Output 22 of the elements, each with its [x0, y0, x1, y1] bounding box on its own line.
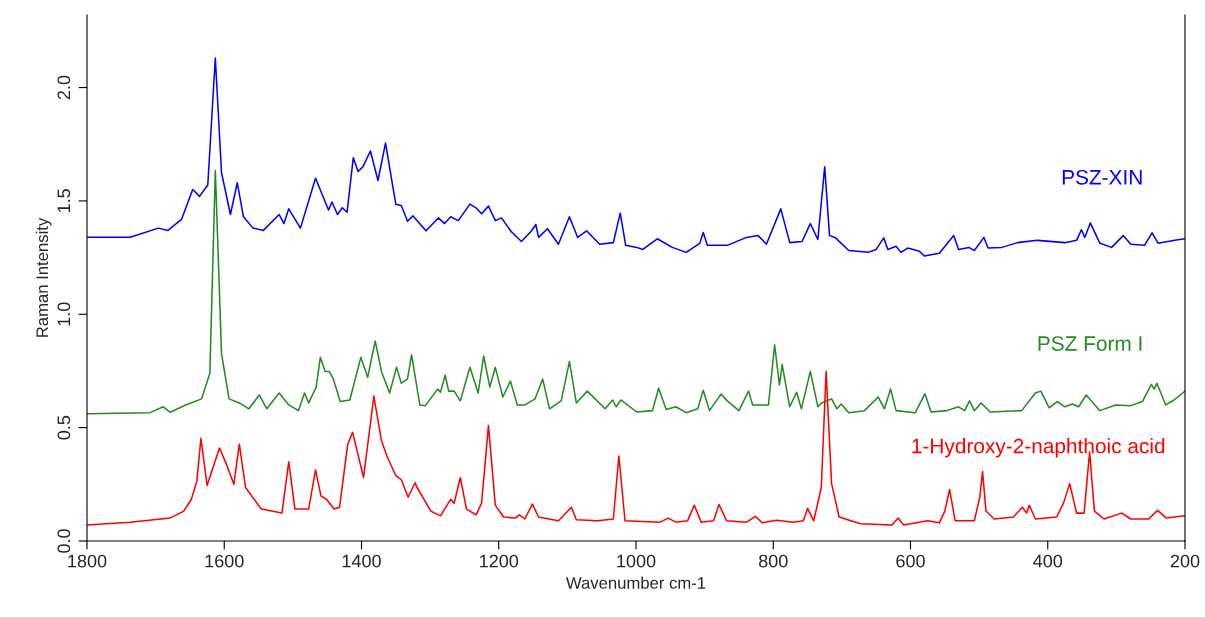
line-series: [87, 370, 1185, 526]
x-tick-label: 200: [1170, 554, 1200, 568]
text: PSZ-XIN: [1062, 169, 1142, 185]
y-tick-label: 0.5: [57, 415, 71, 440]
x-tick-label: 400: [1033, 554, 1063, 568]
y-tick-label: 2.0: [57, 75, 71, 100]
x-tick-label: 1000: [617, 554, 656, 568]
x-tick-label: 800: [758, 554, 788, 568]
y-tick-label: 1.0: [57, 302, 71, 326]
x-tick-label: 1400: [342, 554, 381, 568]
x-tick-label: 1600: [205, 554, 244, 568]
x-tick-label: 1800: [68, 554, 107, 568]
y-tick-label: 1.5: [57, 189, 71, 213]
y-tick-label: 0.0: [57, 529, 71, 553]
text: 1-Hydroxy-2-naphthoic acid: [912, 438, 1165, 458]
y-axis-title: Raman Intensity: [35, 217, 52, 337]
line-series: [87, 57, 1185, 257]
x-tick-label: 600: [896, 554, 925, 568]
x-tick-label: 1200: [480, 554, 519, 568]
series-label: PSZ Form I: [1038, 336, 1142, 351]
x-axis-title: Wavenumber cm-1: [566, 576, 706, 589]
line-series: [87, 169, 1185, 415]
